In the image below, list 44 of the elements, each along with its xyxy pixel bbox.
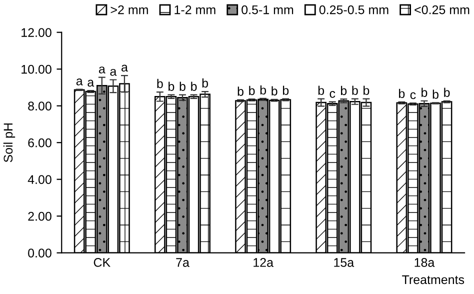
data-label: b [202,78,208,88]
x-tick-label: 18a [414,258,435,267]
data-label: b [168,82,174,91]
x-axis-title: Treatments [402,275,464,284]
y-tick-label: 12.00 [22,28,52,37]
data-label: b [191,82,197,91]
data-label: b [238,86,244,96]
x-tick-label: 15a [334,258,354,267]
data-label: b [364,86,370,95]
data-label: b [340,86,347,96]
y-tick-label: 10.00 [22,64,52,74]
data-label: b [444,88,450,97]
x-tick-label: 12a [254,258,274,267]
y-tick-label: 6.00 [28,138,52,148]
legend-label: 1-2 mm [174,5,216,14]
legend-label: >2 mm [110,5,148,14]
data-label: c [410,92,416,100]
x-tick-label: CK [94,258,110,267]
y-tick-label: 8.00 [28,102,52,110]
data-label: b [260,85,266,95]
legend-label: 0.5-1 mm [242,5,294,14]
legend-label: <0.25 mm [414,5,470,14]
data-label: a [88,80,94,87]
data-label: b [249,86,255,96]
legend-label: 0.25-0.5 mm [319,5,388,14]
x-tick-label: 7a [176,258,190,267]
data-label: a [122,64,128,72]
y-tick-label: 0.00 [28,248,52,258]
data-label: b [180,82,186,91]
y-tick-label: 4.00 [28,175,52,184]
data-label: b [422,88,428,97]
data-label: b [157,78,163,88]
data-label: b [432,90,438,99]
data-label: b [318,86,324,95]
data-label: a [110,68,117,76]
data-label: b [282,86,289,95]
data-label: c [330,91,336,98]
y-tick-label: 2.00 [28,212,52,221]
data-label: b [272,86,278,96]
data-label: b [352,86,358,95]
data-label: b [399,88,405,98]
y-axis-title: Soil pH [3,123,16,162]
data-label: a [98,66,106,74]
data-label: a [76,78,83,86]
